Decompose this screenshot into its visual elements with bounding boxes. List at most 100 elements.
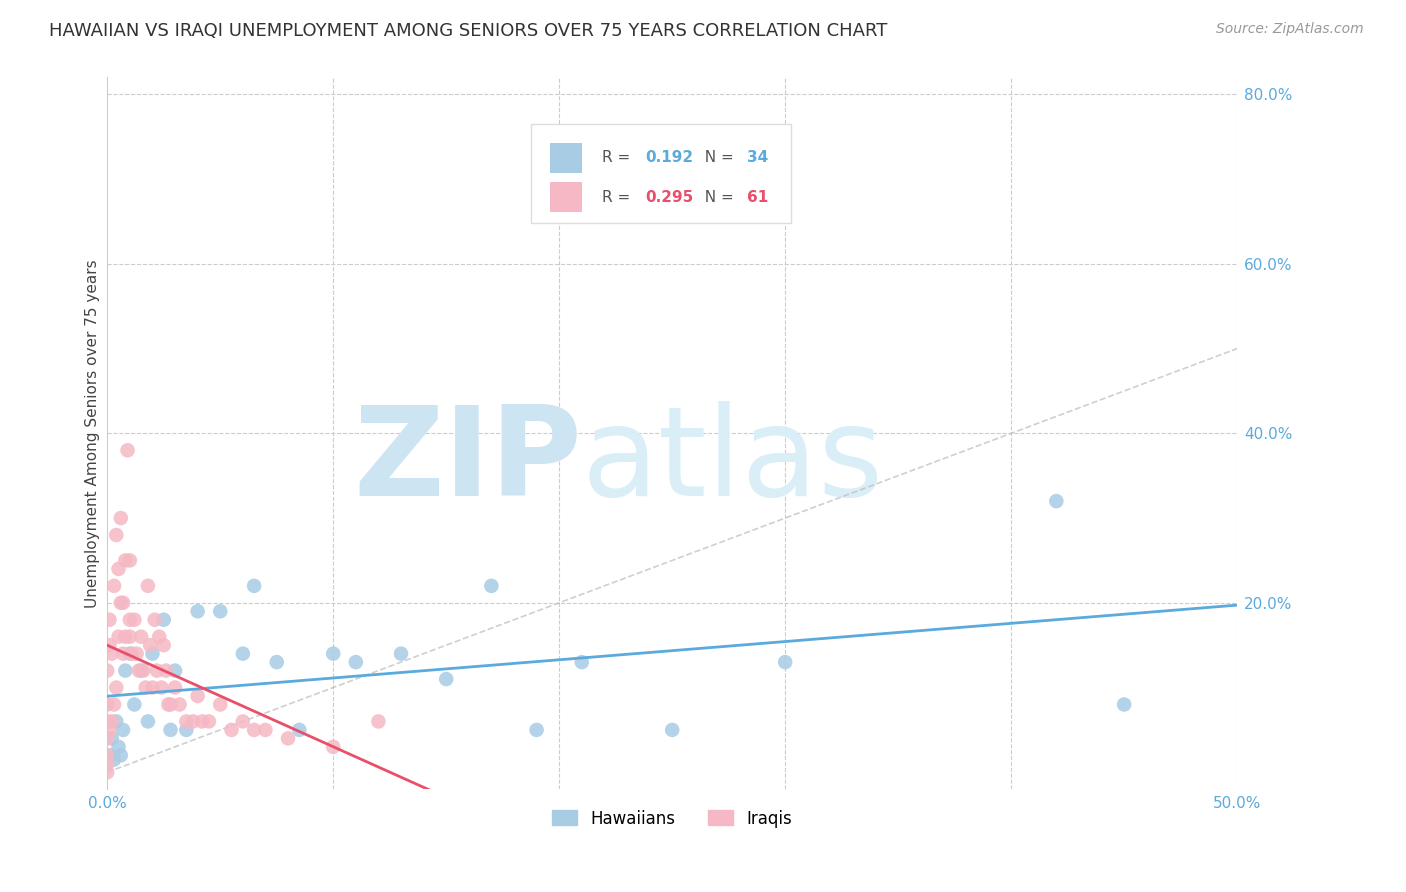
Point <box>277 731 299 746</box>
Point <box>118 613 141 627</box>
Point <box>187 604 209 618</box>
Point <box>132 664 155 678</box>
Point <box>118 647 141 661</box>
Point <box>157 698 180 712</box>
Point <box>96 748 118 763</box>
Point <box>159 723 181 737</box>
Point <box>114 553 136 567</box>
Text: 0.295: 0.295 <box>645 189 693 204</box>
Point <box>110 511 132 525</box>
Point <box>1114 698 1136 712</box>
Point <box>169 698 191 712</box>
Text: N =: N = <box>695 151 738 165</box>
Point <box>152 613 174 627</box>
Point <box>103 698 125 712</box>
Point <box>322 647 344 661</box>
Text: R =: R = <box>602 151 636 165</box>
Point <box>96 664 118 678</box>
Point <box>96 731 118 746</box>
Point <box>114 664 136 678</box>
Point <box>105 714 128 729</box>
Point <box>526 723 548 737</box>
Point <box>96 765 118 780</box>
Point <box>176 723 198 737</box>
Point <box>159 698 181 712</box>
Point <box>110 748 132 763</box>
Legend: Hawaiians, Iraqis: Hawaiians, Iraqis <box>546 803 799 834</box>
Point <box>266 655 288 669</box>
Point <box>100 731 122 746</box>
Point <box>232 714 254 729</box>
Point <box>135 681 157 695</box>
Point <box>100 714 122 729</box>
Point <box>389 647 412 661</box>
Point <box>367 714 389 729</box>
Point <box>163 664 186 678</box>
Point <box>141 681 163 695</box>
Point <box>110 596 132 610</box>
Text: atlas: atlas <box>582 401 884 523</box>
Point <box>661 723 683 737</box>
Point <box>107 562 129 576</box>
Point <box>243 723 266 737</box>
Point <box>152 638 174 652</box>
Point <box>141 647 163 661</box>
Point <box>221 723 243 737</box>
Point <box>136 579 159 593</box>
Text: 34: 34 <box>747 151 768 165</box>
Point <box>209 604 232 618</box>
Point <box>481 579 503 593</box>
Point <box>150 681 173 695</box>
Point <box>96 714 118 729</box>
Text: 0.192: 0.192 <box>645 151 693 165</box>
Point <box>136 714 159 729</box>
Point <box>181 714 204 729</box>
Point <box>107 739 129 754</box>
Point <box>105 681 128 695</box>
Point <box>129 664 152 678</box>
Point <box>146 664 169 678</box>
Point <box>209 698 232 712</box>
FancyBboxPatch shape <box>550 182 582 212</box>
Point <box>112 723 135 737</box>
Point <box>107 630 129 644</box>
Text: R =: R = <box>602 189 636 204</box>
Point <box>773 655 796 669</box>
Text: N =: N = <box>695 189 738 204</box>
Point <box>118 630 141 644</box>
Point <box>96 698 118 712</box>
FancyBboxPatch shape <box>531 124 790 223</box>
Point <box>117 443 139 458</box>
Point <box>98 638 121 652</box>
Point <box>112 596 135 610</box>
Point <box>288 723 311 737</box>
Point <box>100 647 122 661</box>
Point <box>1045 494 1067 508</box>
Point <box>232 647 254 661</box>
Text: Source: ZipAtlas.com: Source: ZipAtlas.com <box>1216 22 1364 37</box>
Point <box>155 664 177 678</box>
Point <box>176 714 198 729</box>
Text: HAWAIIAN VS IRAQI UNEMPLOYMENT AMONG SENIORS OVER 75 YEARS CORRELATION CHART: HAWAIIAN VS IRAQI UNEMPLOYMENT AMONG SEN… <box>49 22 887 40</box>
Point <box>344 655 367 669</box>
Point <box>148 630 170 644</box>
Point <box>124 613 146 627</box>
Point <box>124 698 146 712</box>
Point <box>118 553 141 567</box>
Point <box>198 714 221 729</box>
Y-axis label: Unemployment Among Seniors over 75 years: Unemployment Among Seniors over 75 years <box>86 259 100 607</box>
Point <box>103 579 125 593</box>
Point <box>114 630 136 644</box>
Point <box>163 681 186 695</box>
Point <box>139 638 162 652</box>
Point <box>112 647 135 661</box>
Point <box>125 647 148 661</box>
Point <box>98 613 121 627</box>
Point <box>98 748 121 763</box>
Point <box>571 655 593 669</box>
Point <box>143 613 166 627</box>
Point <box>129 630 152 644</box>
Text: 61: 61 <box>747 189 768 204</box>
Point <box>434 672 457 686</box>
Point <box>322 739 344 754</box>
